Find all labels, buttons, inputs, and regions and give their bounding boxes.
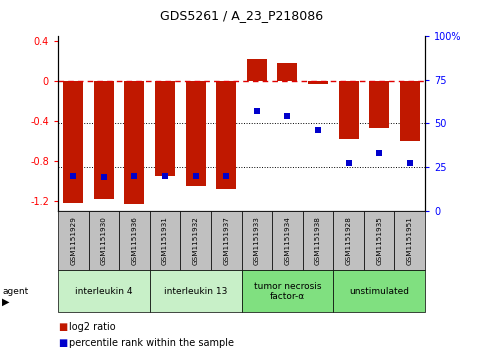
Bar <box>63 81 83 203</box>
Text: GSM1151929: GSM1151929 <box>70 216 76 265</box>
Text: GSM1151933: GSM1151933 <box>254 216 260 265</box>
Text: percentile rank within the sample: percentile rank within the sample <box>69 338 234 348</box>
Text: GSM1151936: GSM1151936 <box>131 216 138 265</box>
Bar <box>185 81 206 185</box>
Bar <box>125 81 144 204</box>
Text: ▶: ▶ <box>2 297 10 307</box>
Text: GSM1151928: GSM1151928 <box>345 216 352 265</box>
Bar <box>369 81 389 128</box>
Text: GSM1151938: GSM1151938 <box>315 216 321 265</box>
Text: interleukin 13: interleukin 13 <box>164 287 227 296</box>
Bar <box>216 81 236 189</box>
Text: GDS5261 / A_23_P218086: GDS5261 / A_23_P218086 <box>160 9 323 22</box>
Bar <box>308 81 328 84</box>
Text: GSM1151934: GSM1151934 <box>284 216 290 265</box>
Text: GSM1151931: GSM1151931 <box>162 216 168 265</box>
Bar <box>94 81 114 199</box>
Text: GSM1151951: GSM1151951 <box>407 216 413 265</box>
Bar <box>155 81 175 176</box>
Text: GSM1151935: GSM1151935 <box>376 216 382 265</box>
Bar <box>247 59 267 81</box>
Bar <box>339 81 358 139</box>
Text: GSM1151930: GSM1151930 <box>101 216 107 265</box>
Text: ■: ■ <box>58 322 67 332</box>
Text: unstimulated: unstimulated <box>349 287 409 296</box>
Text: GSM1151932: GSM1151932 <box>193 216 199 265</box>
Text: log2 ratio: log2 ratio <box>69 322 115 332</box>
Text: tumor necrosis
factor-α: tumor necrosis factor-α <box>254 282 321 301</box>
Text: ■: ■ <box>58 338 67 348</box>
Bar <box>277 63 298 81</box>
Bar <box>400 81 420 141</box>
Text: GSM1151937: GSM1151937 <box>223 216 229 265</box>
Text: interleukin 4: interleukin 4 <box>75 287 133 296</box>
Text: agent: agent <box>2 287 28 296</box>
